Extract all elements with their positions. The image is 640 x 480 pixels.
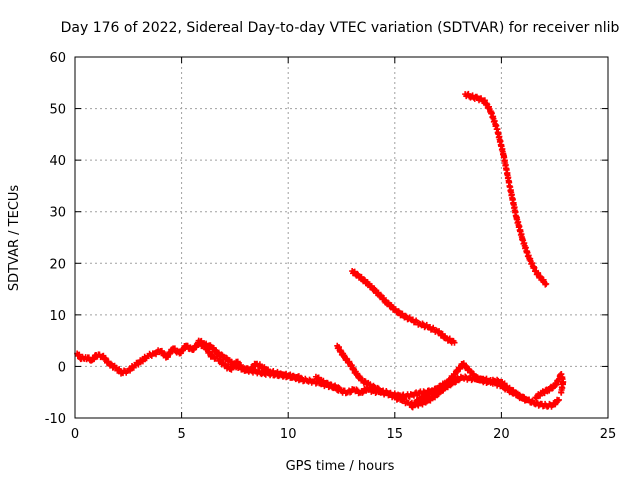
- series-markers: [195, 337, 304, 382]
- x-axis-label: GPS time / hours: [286, 459, 395, 474]
- y-tick-label: -10: [45, 412, 66, 427]
- ticks: 0 5 10 15 20 25 -10 0 10 20 30 40 50 60: [45, 51, 617, 442]
- y-tick-label: 40: [49, 154, 66, 169]
- plot-frame: [74, 56, 609, 419]
- x-tick-label: 5: [177, 427, 185, 442]
- series-arc-low-1: [334, 342, 462, 409]
- x-tick-label: 10: [280, 427, 297, 442]
- series-arc-low-3: [434, 360, 530, 404]
- chart-title: Day 176 of 2022, Sidereal Day-to-day VTE…: [61, 20, 620, 36]
- series-arc-mid: [349, 268, 458, 346]
- y-axis-label: SDTVAR / TECUs: [7, 185, 22, 292]
- series-arc-main-2: [195, 337, 304, 382]
- y-tick-label: 30: [49, 206, 66, 221]
- x-tick-label: 0: [71, 427, 79, 442]
- x-tick-label: 25: [600, 427, 617, 442]
- series-markers: [462, 90, 550, 288]
- x-tick-label: 15: [387, 427, 404, 442]
- series-markers: [334, 342, 462, 409]
- series-arc-low-4: [532, 371, 567, 402]
- series-markers: [532, 371, 567, 402]
- y-tick-label: 50: [49, 103, 66, 118]
- x-tick-label: 20: [493, 427, 510, 442]
- series-markers: [434, 360, 530, 404]
- series-markers: [349, 268, 458, 346]
- grid: [75, 57, 608, 418]
- y-tick-label: 0: [58, 360, 66, 375]
- series-arc-high: [462, 90, 550, 288]
- data-points: [74, 90, 567, 411]
- y-tick-label: 10: [49, 309, 66, 324]
- y-tick-label: 20: [49, 257, 66, 272]
- y-tick-label: 60: [49, 51, 66, 66]
